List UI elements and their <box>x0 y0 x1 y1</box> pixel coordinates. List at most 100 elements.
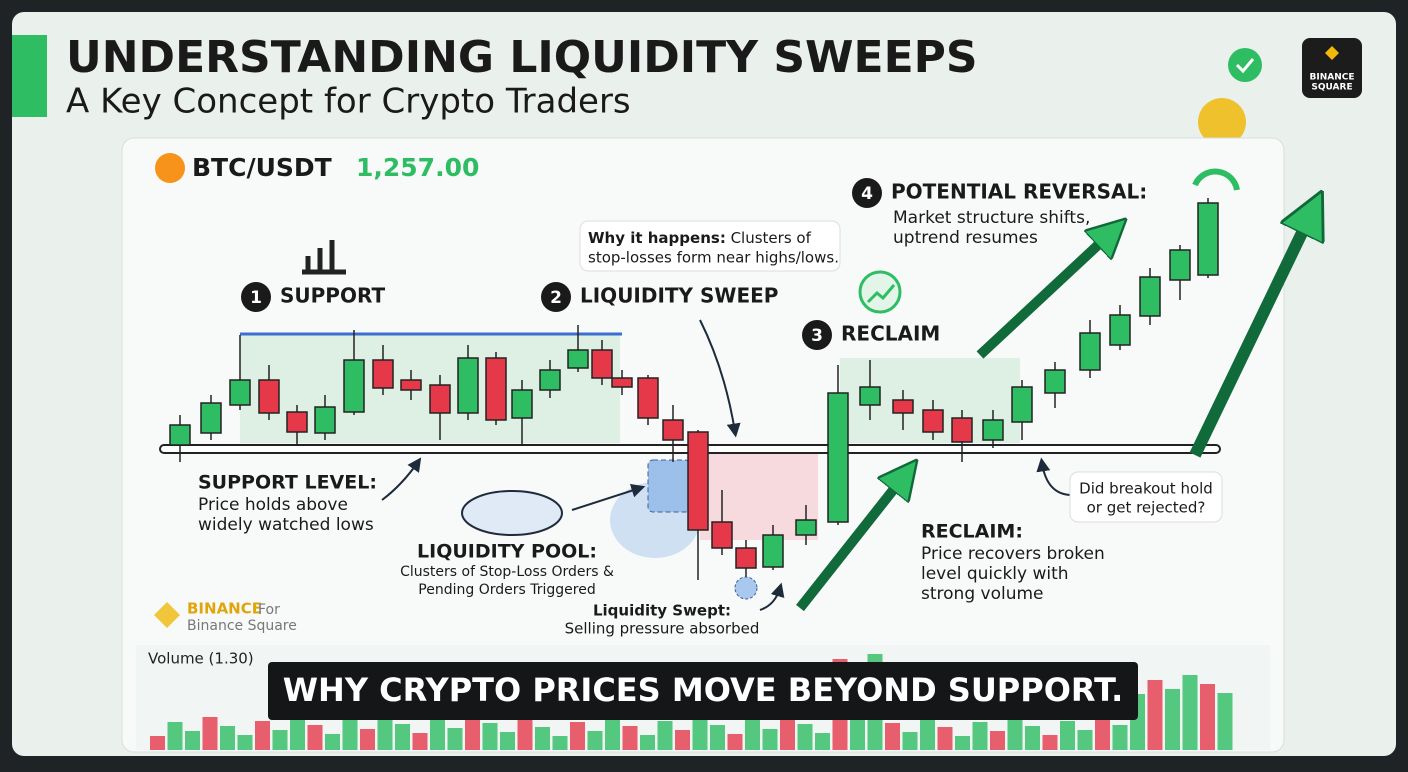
cloud-icon <box>461 490 563 536</box>
step-label: SUPPORT <box>280 284 385 308</box>
candle-body <box>922 409 944 433</box>
candle-body <box>314 406 336 434</box>
volume-bar <box>587 731 603 750</box>
price: 1,257.00 <box>356 153 479 182</box>
volume-bar <box>1060 721 1075 750</box>
note-text: level quickly with <box>921 564 1069 584</box>
callout <box>579 220 841 272</box>
volume-bar <box>447 728 463 750</box>
title: UNDERSTANDING LIQUIDITY SWEEPS <box>66 32 978 83</box>
volume-bar <box>517 718 533 750</box>
volume-label: Volume (1.30) <box>148 650 254 668</box>
candle-body <box>662 419 684 441</box>
volume-bar <box>1007 717 1023 750</box>
volume-bar <box>727 734 743 750</box>
pointer <box>571 483 646 511</box>
volume-bar <box>675 730 690 750</box>
candle-body <box>258 379 280 414</box>
coin-icon <box>1198 98 1246 146</box>
note-text: Price holds above <box>198 495 348 515</box>
note-text: Selling pressure absorbed <box>565 620 760 638</box>
step-number: 4 <box>861 184 873 204</box>
volume-bar <box>657 721 673 750</box>
badge <box>1302 38 1362 98</box>
volume-bar <box>902 732 918 750</box>
candle-body <box>951 417 973 443</box>
volume-bar <box>430 719 445 750</box>
note-text: Price recovers broken <box>921 544 1105 564</box>
callout-lead: Why it happens: <box>588 229 726 247</box>
badge-logo <box>1325 46 1339 60</box>
pointer <box>759 582 785 611</box>
volume-bar <box>640 735 655 750</box>
volume-bar <box>1147 680 1163 750</box>
volume-bar <box>1182 675 1198 750</box>
title-accent <box>12 35 47 117</box>
candle-body <box>1197 202 1219 276</box>
step-badge <box>241 282 271 312</box>
candle-body <box>539 369 561 391</box>
volume-bar <box>272 730 288 750</box>
pool-box <box>647 459 691 513</box>
volume-bar <box>360 729 375 750</box>
volume-bar <box>745 720 760 750</box>
candle-body <box>429 384 451 414</box>
volume-bar <box>1165 689 1180 750</box>
candle-body <box>637 377 659 419</box>
trend-arrow <box>976 232 1112 359</box>
step-label: POTENTIAL REVERSAL: <box>891 180 1147 204</box>
note-text: Did breakout hold <box>1079 480 1213 498</box>
candle-body <box>711 521 733 549</box>
watermark: Binance Square <box>187 618 297 634</box>
volume-bar <box>1200 684 1215 750</box>
step-badge <box>541 282 571 312</box>
trend-arrows <box>796 212 1312 612</box>
volume-bar <box>395 724 410 750</box>
callout-text: stop-losses form near highs/lows. <box>588 249 839 267</box>
volume-bar <box>465 714 480 750</box>
volume-bar <box>1112 725 1128 750</box>
trend-icon <box>866 284 896 304</box>
check-mark <box>1235 58 1255 74</box>
trend-arrow <box>796 475 905 612</box>
candle-body <box>1044 369 1066 394</box>
candle-body <box>567 349 589 369</box>
volume-bar <box>605 717 620 750</box>
volume-bar <box>797 724 813 750</box>
candle-body <box>687 431 709 531</box>
trend-icon <box>858 270 902 314</box>
volume-bar <box>412 733 428 750</box>
step-label: RECLAIM <box>841 322 940 346</box>
note-title: SUPPORT LEVEL: <box>198 472 377 494</box>
volume-bar <box>692 716 708 750</box>
pointer <box>699 319 741 438</box>
volume-bar <box>972 722 988 750</box>
btc-icon <box>155 153 185 183</box>
candle-body <box>200 402 222 434</box>
pointer <box>381 457 422 501</box>
badge-text: BINANCE <box>1310 73 1355 83</box>
note-text: strong volume <box>921 584 1044 604</box>
note-title: LIQUIDITY POOL: <box>417 541 597 563</box>
step-text: uptrend resumes <box>893 228 1038 248</box>
candle-body <box>457 357 479 414</box>
note-text: Pending Orders Triggered <box>418 582 595 598</box>
callout-text: Clusters of <box>726 229 812 247</box>
step-number: 3 <box>811 326 823 346</box>
volume-bar <box>710 725 725 750</box>
candle-body <box>892 399 914 414</box>
volume-bar <box>762 729 778 750</box>
candle-body <box>982 419 1004 441</box>
volume-bar <box>570 722 585 750</box>
volume-bar <box>220 726 235 750</box>
watermark: For <box>258 602 280 618</box>
volume-bar <box>202 717 218 750</box>
candle-body <box>735 547 757 569</box>
volume-bar <box>622 726 638 750</box>
note-title: RECLAIM: <box>921 521 1023 543</box>
step-number: 2 <box>550 288 562 308</box>
volume-bar <box>255 721 270 750</box>
watermark-logo <box>154 602 180 628</box>
candle-body <box>1109 314 1131 346</box>
candle-body <box>1011 386 1033 423</box>
